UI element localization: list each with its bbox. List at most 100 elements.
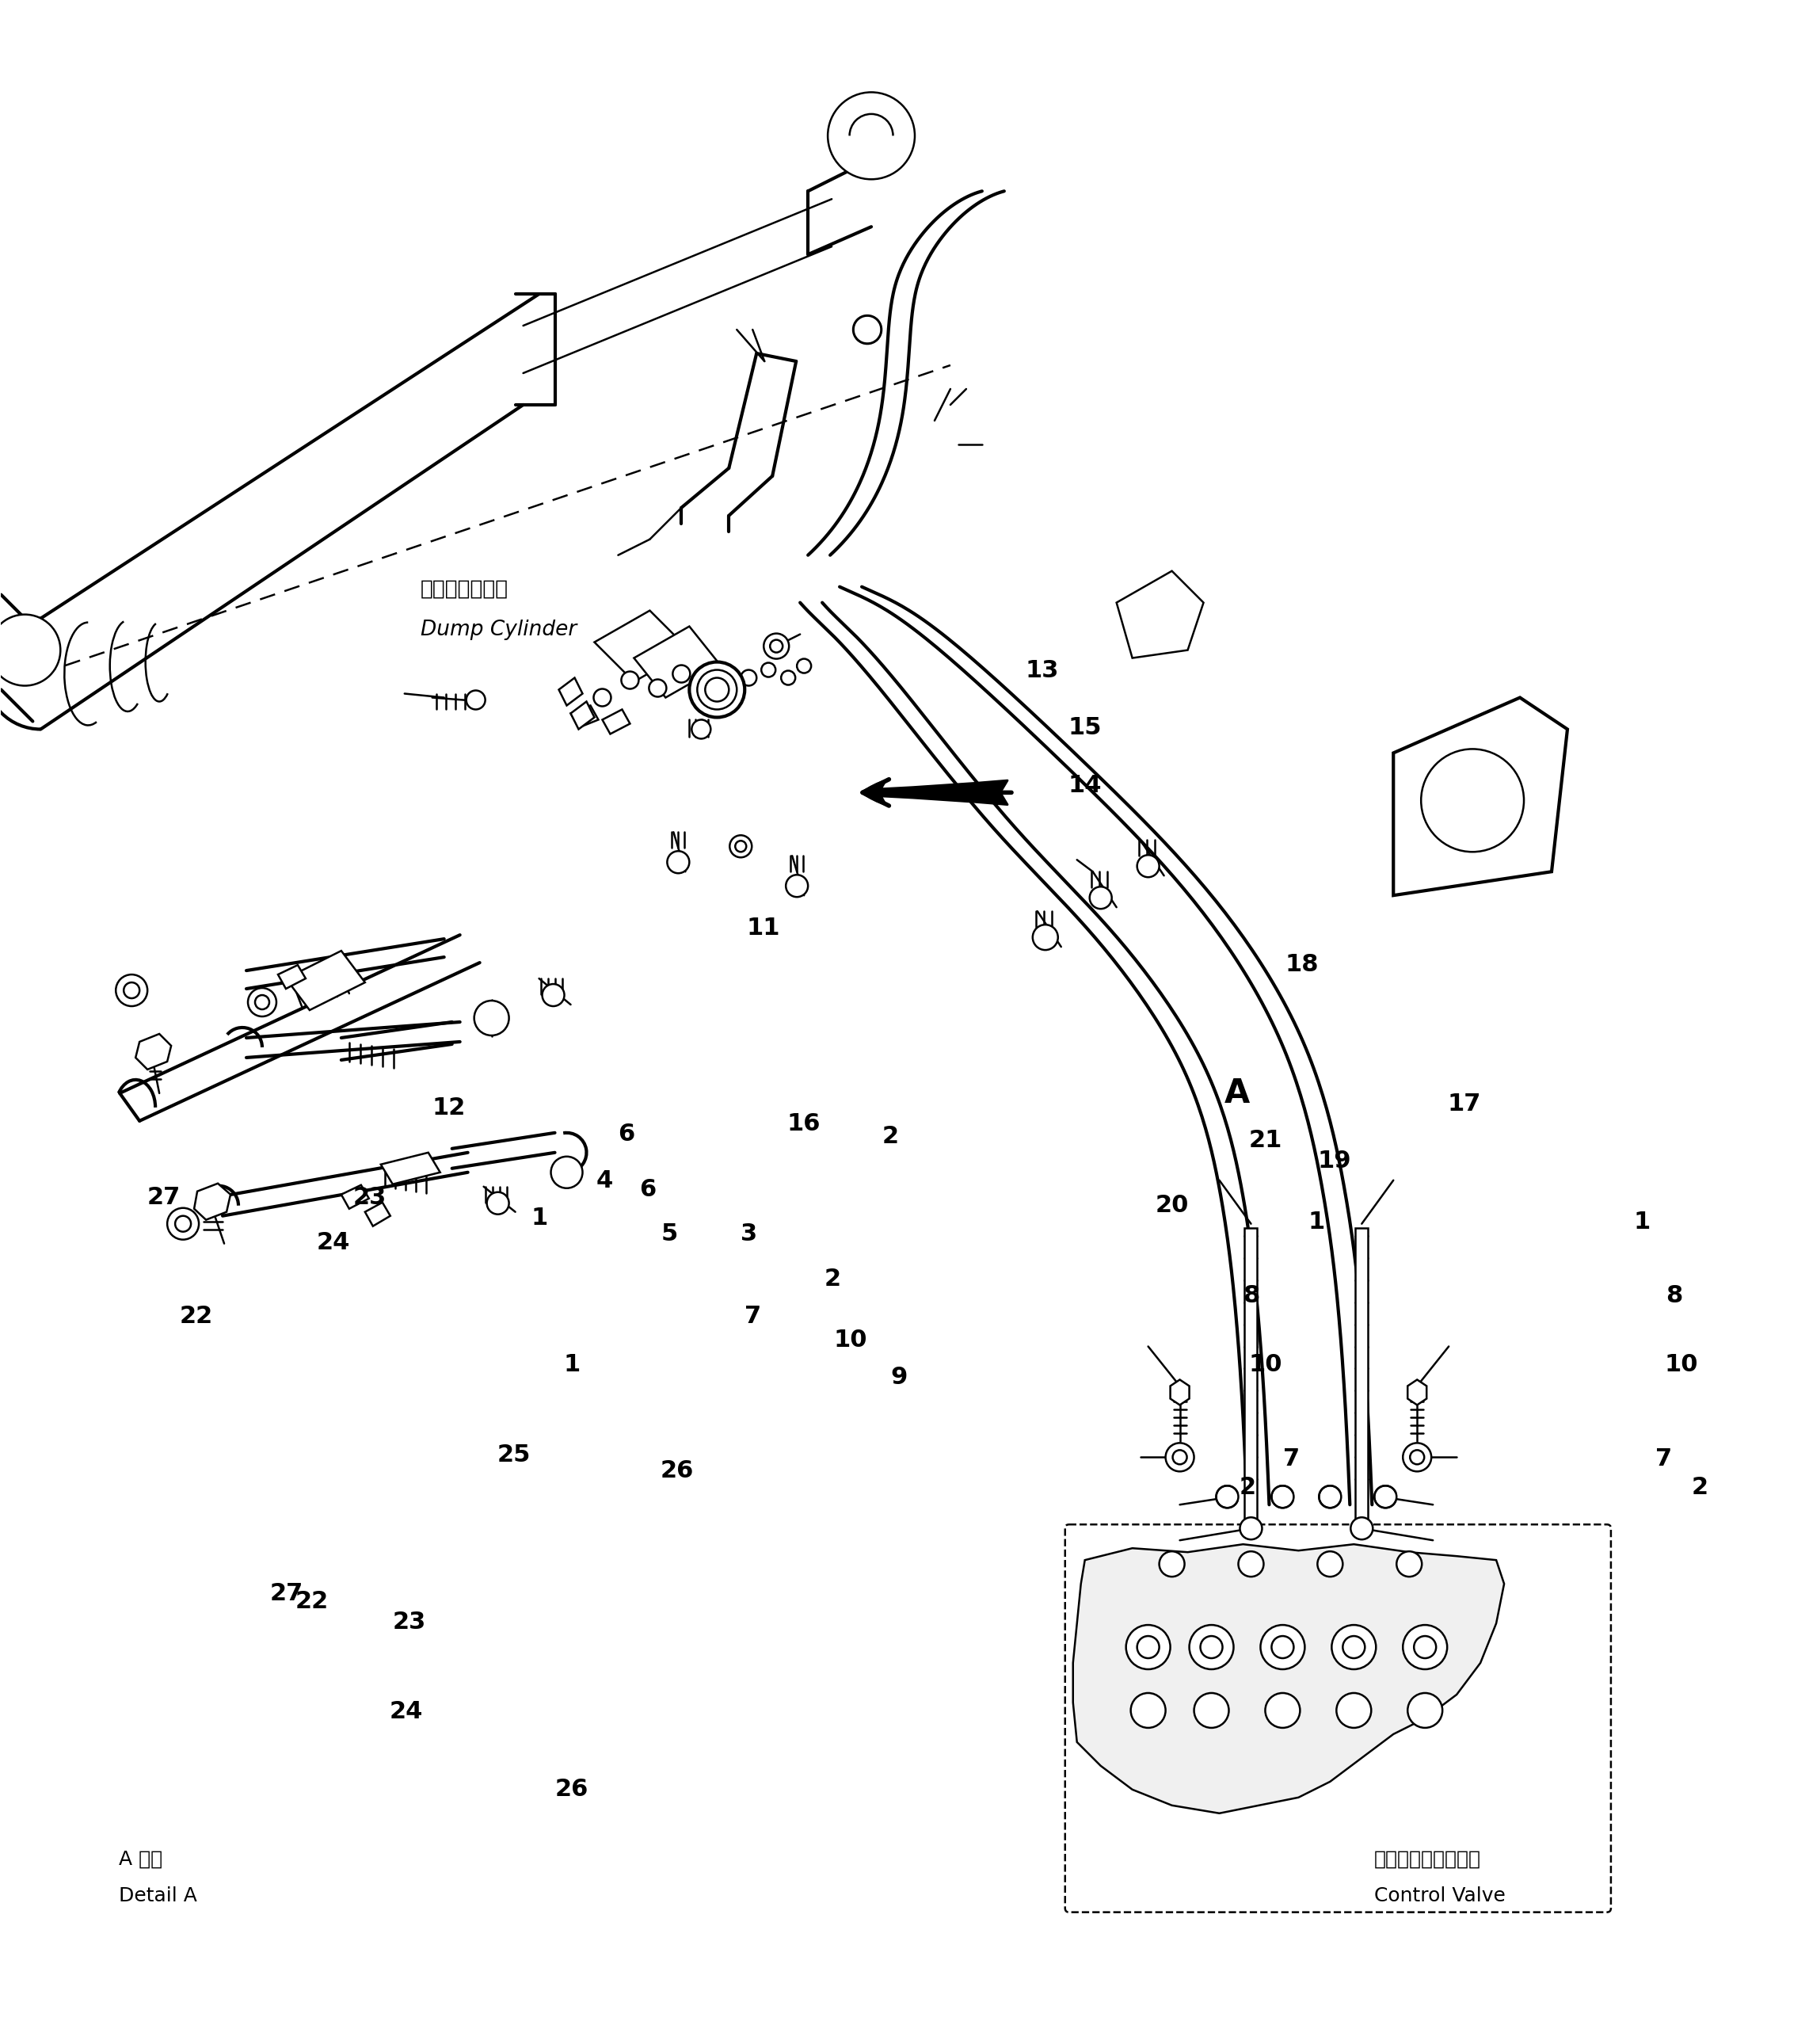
Polygon shape — [194, 1183, 230, 1220]
Text: 1: 1 — [1634, 1210, 1650, 1235]
Text: 23: 23 — [353, 1186, 387, 1210]
Text: 7: 7 — [1655, 1447, 1672, 1470]
Circle shape — [1194, 1692, 1228, 1727]
Circle shape — [1239, 1551, 1264, 1576]
Polygon shape — [559, 679, 582, 705]
Text: 18: 18 — [1284, 953, 1319, 977]
Text: 2: 2 — [881, 1124, 899, 1149]
Text: 27: 27 — [270, 1582, 304, 1605]
Ellipse shape — [696, 672, 715, 689]
Text: 2: 2 — [1239, 1476, 1255, 1498]
Text: 22: 22 — [179, 1304, 213, 1327]
Polygon shape — [382, 1153, 440, 1183]
Text: 20: 20 — [1156, 1194, 1189, 1218]
Text: 26: 26 — [660, 1459, 693, 1482]
Circle shape — [1272, 1486, 1293, 1508]
Circle shape — [734, 840, 747, 852]
Circle shape — [829, 92, 915, 180]
Circle shape — [1407, 1692, 1442, 1727]
Circle shape — [1131, 1692, 1165, 1727]
Circle shape — [248, 987, 277, 1016]
Polygon shape — [1393, 697, 1567, 895]
Bar — [1355, 1228, 1368, 1529]
Text: 1: 1 — [1308, 1210, 1324, 1235]
Ellipse shape — [781, 670, 796, 685]
Ellipse shape — [706, 679, 729, 701]
Polygon shape — [1116, 570, 1203, 658]
Polygon shape — [1407, 1380, 1427, 1404]
Text: 19: 19 — [1317, 1149, 1351, 1173]
Text: 3: 3 — [740, 1222, 758, 1245]
Text: 22: 22 — [295, 1590, 329, 1613]
Text: 17: 17 — [1447, 1091, 1482, 1116]
Polygon shape — [633, 625, 722, 697]
Polygon shape — [279, 965, 306, 989]
Circle shape — [175, 1216, 192, 1233]
Circle shape — [1216, 1486, 1239, 1508]
Circle shape — [166, 1208, 199, 1239]
Text: 27: 27 — [147, 1186, 181, 1210]
Circle shape — [668, 850, 689, 873]
Polygon shape — [1073, 1545, 1503, 1813]
Text: 10: 10 — [1248, 1353, 1283, 1376]
Circle shape — [1189, 1625, 1234, 1670]
Circle shape — [1397, 1551, 1422, 1576]
Circle shape — [487, 1192, 508, 1214]
Circle shape — [1272, 1635, 1293, 1658]
Text: 4: 4 — [597, 1169, 613, 1194]
Circle shape — [1422, 748, 1523, 852]
Ellipse shape — [673, 664, 689, 683]
Text: A 詳細: A 詳細 — [119, 1850, 163, 1868]
Circle shape — [1337, 1692, 1371, 1727]
Text: Dump Cylinder: Dump Cylinder — [420, 619, 577, 640]
Polygon shape — [602, 709, 630, 734]
Text: 2: 2 — [1691, 1476, 1708, 1498]
Circle shape — [543, 983, 564, 1006]
Circle shape — [1402, 1625, 1447, 1670]
Circle shape — [854, 315, 881, 343]
Ellipse shape — [716, 664, 734, 681]
Circle shape — [116, 975, 148, 1006]
Circle shape — [1033, 924, 1058, 950]
Text: 24: 24 — [317, 1230, 351, 1253]
Text: 1: 1 — [532, 1206, 548, 1230]
Text: A: A — [1225, 1077, 1250, 1110]
Polygon shape — [570, 701, 595, 730]
Circle shape — [467, 691, 485, 709]
Circle shape — [729, 836, 753, 856]
Text: 16: 16 — [787, 1112, 819, 1136]
Circle shape — [1089, 887, 1113, 910]
Circle shape — [1317, 1551, 1342, 1576]
Circle shape — [1138, 1635, 1160, 1658]
Polygon shape — [570, 705, 599, 728]
Text: 9: 9 — [890, 1365, 908, 1388]
Circle shape — [1409, 1449, 1424, 1464]
Text: 24: 24 — [389, 1701, 423, 1723]
Circle shape — [1165, 1443, 1194, 1472]
Text: 10: 10 — [834, 1329, 867, 1351]
Text: 21: 21 — [1248, 1128, 1283, 1153]
Text: 25: 25 — [497, 1443, 532, 1466]
Text: 8: 8 — [1243, 1284, 1259, 1306]
Circle shape — [1138, 854, 1160, 877]
Text: コントロールバルブ: コントロールバルブ — [1375, 1850, 1482, 1868]
Text: Detail A: Detail A — [119, 1887, 197, 1905]
Circle shape — [1342, 1635, 1366, 1658]
Circle shape — [1264, 1692, 1301, 1727]
Circle shape — [771, 640, 783, 652]
Circle shape — [1319, 1486, 1340, 1508]
Text: 10: 10 — [1664, 1353, 1699, 1376]
FancyBboxPatch shape — [1066, 1525, 1612, 1913]
Circle shape — [1261, 1625, 1304, 1670]
Circle shape — [255, 995, 270, 1010]
Circle shape — [763, 634, 789, 658]
Circle shape — [1331, 1625, 1377, 1670]
Ellipse shape — [740, 670, 756, 685]
Circle shape — [474, 1002, 508, 1036]
Circle shape — [1239, 1517, 1263, 1539]
Text: Control Valve: Control Valve — [1375, 1887, 1505, 1905]
Text: 13: 13 — [1026, 660, 1058, 683]
Circle shape — [1415, 1635, 1436, 1658]
Circle shape — [1125, 1625, 1170, 1670]
Ellipse shape — [798, 658, 810, 672]
